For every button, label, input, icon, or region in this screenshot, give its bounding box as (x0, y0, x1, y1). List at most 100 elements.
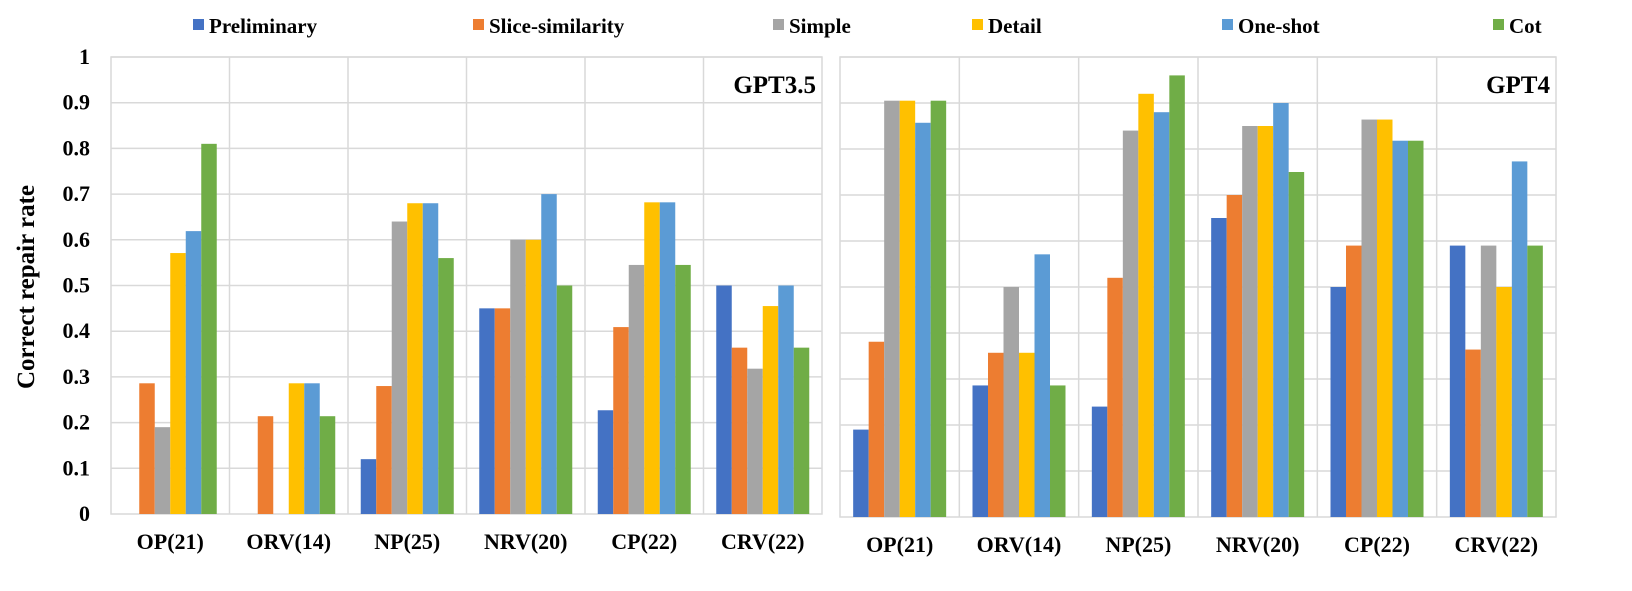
legend-label: One-shot (1238, 14, 1320, 38)
bar-one-shot-2 (1153, 112, 1170, 517)
y-axis-title: Correct repair rate (13, 185, 40, 389)
bar-detail-1 (288, 383, 305, 514)
bar-simple-0 (884, 100, 900, 517)
bar-detail-0 (899, 100, 916, 517)
x-tick-label: NP(25) (374, 529, 440, 554)
bar-simple-2 (391, 221, 408, 514)
x-tick-label: OP(21) (866, 532, 933, 557)
bar-detail-1 (1019, 352, 1035, 517)
bar-preliminary-4 (597, 410, 614, 514)
plot-frame (110, 56, 823, 515)
bar-slice-similarity-5 (731, 347, 748, 514)
panel-title: GPT3.5 (733, 72, 816, 99)
bar-preliminary-5 (1449, 245, 1466, 517)
bar-slice-similarity-3 (494, 308, 511, 514)
bar-cot-0 (930, 100, 947, 517)
bar-detail-5 (1496, 287, 1512, 517)
bar-one-shot-3 (541, 194, 557, 514)
y-tick-label: 0.2 (63, 410, 91, 435)
bar-cot-1 (1050, 385, 1066, 517)
bar-detail-0 (170, 253, 186, 515)
x-tick-label: CP(22) (1344, 532, 1410, 557)
x-tick-label: NRV(20) (484, 529, 568, 554)
legend-item-one-shot: One-shot (1222, 14, 1320, 38)
bar-cot-2 (438, 258, 454, 514)
x-tick-label: NP(25) (1105, 532, 1171, 557)
legend-swatch (773, 19, 784, 30)
legend-item-preliminary: Preliminary (193, 14, 318, 38)
bar-slice-similarity-5 (1465, 349, 1481, 517)
legend-label: Slice-similarity (489, 14, 625, 38)
bar-simple-3 (1242, 126, 1258, 517)
bar-slice-similarity-1 (988, 352, 1004, 517)
bar-cot-4 (675, 264, 691, 514)
bar-one-shot-2 (422, 203, 439, 515)
bar-slice-similarity-4 (1346, 245, 1362, 517)
x-tick-label: NRV(20) (1216, 532, 1300, 557)
legend-swatch (473, 19, 484, 30)
bar-slice-similarity-3 (1226, 195, 1243, 517)
y-tick-label: 0.7 (63, 181, 91, 206)
bar-simple-0 (154, 427, 171, 514)
y-tick-label: 0 (79, 501, 90, 526)
x-tick-label: CRV(22) (721, 529, 805, 554)
bar-preliminary-0 (853, 429, 869, 517)
bar-detail-2 (407, 203, 423, 515)
bar-slice-similarity-0 (139, 383, 155, 514)
legend-item-detail: Detail (972, 14, 1042, 38)
y-tick-label: 0.4 (63, 318, 91, 343)
bar-preliminary-3 (479, 308, 495, 514)
y-tick-label: 0.5 (63, 273, 91, 298)
bar-detail-4 (1377, 119, 1393, 517)
legend-swatch (972, 19, 983, 30)
bar-preliminary-4 (1330, 287, 1346, 517)
bar-one-shot-5 (778, 285, 794, 514)
legend-swatch (1493, 19, 1504, 30)
bar-slice-similarity-0 (868, 341, 885, 517)
plot-frame (839, 56, 1557, 518)
bar-simple-5 (747, 368, 763, 514)
bar-cot-3 (1288, 172, 1305, 517)
bar-simple-5 (1480, 245, 1497, 517)
bar-preliminary-2 (1091, 406, 1108, 517)
bar-one-shot-4 (1392, 140, 1408, 517)
legend-label: Detail (988, 14, 1042, 38)
legend-item-simple: Simple (773, 14, 851, 38)
panel-title: GPT4 (1486, 72, 1550, 99)
bar-one-shot-3 (1273, 103, 1289, 517)
bar-simple-4 (1361, 119, 1377, 517)
bar-cot-3 (556, 285, 573, 514)
bar-one-shot-4 (659, 202, 676, 515)
bar-one-shot-1 (304, 383, 320, 514)
y-tick-label: 1 (79, 44, 90, 69)
bar-preliminary-2 (360, 459, 377, 514)
bar-cot-5 (793, 347, 810, 514)
x-tick-label: CRV(22) (1455, 532, 1539, 557)
legend-item-slice-similarity: Slice-similarity (473, 14, 625, 38)
bar-cot-5 (1527, 245, 1543, 517)
y-tick-label: 0.8 (63, 135, 91, 160)
x-tick-label: OP(21) (137, 529, 204, 554)
bar-simple-4 (628, 264, 645, 514)
bar-detail-5 (762, 306, 779, 514)
x-tick-label: ORV(14) (977, 532, 1062, 557)
legend-label: Cot (1509, 14, 1542, 38)
bar-preliminary-1 (972, 385, 988, 517)
legend-item-cot: Cot (1493, 14, 1542, 38)
bar-detail-3 (525, 239, 542, 515)
y-tick-label: 0.3 (63, 364, 91, 389)
legend-label: Simple (789, 14, 851, 38)
bar-one-shot-1 (1034, 254, 1050, 517)
bar-simple-1 (1003, 287, 1019, 517)
legend: Preliminary Slice-similarity Simple Detail O… (193, 14, 1542, 38)
y-tick-label: 0.9 (63, 90, 91, 115)
legend-swatch (193, 19, 204, 30)
bar-detail-3 (1257, 126, 1274, 517)
bar-cot-1 (319, 416, 336, 514)
x-tick-label: ORV(14) (246, 529, 331, 554)
bar-one-shot-5 (1511, 161, 1528, 518)
bar-preliminary-5 (716, 285, 732, 514)
bar-one-shot-0 (185, 231, 202, 514)
bar-slice-similarity-2 (376, 386, 392, 514)
